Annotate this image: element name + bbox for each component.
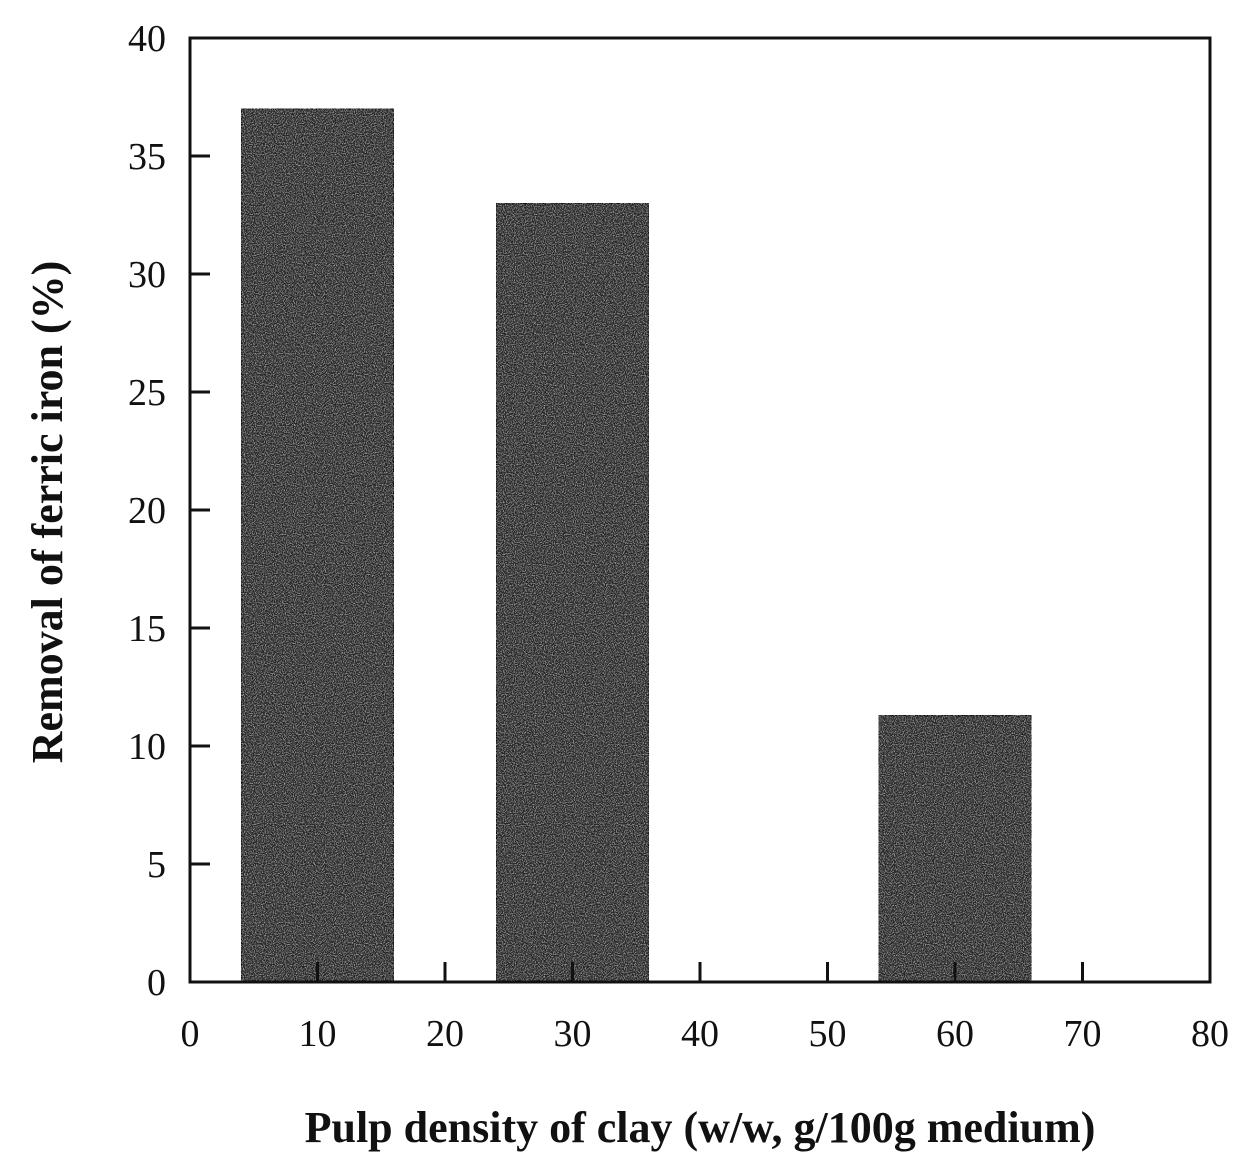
y-tick-label: 40: [128, 18, 166, 60]
y-tick-label: 10: [128, 726, 166, 768]
y-tick-label: 5: [147, 844, 166, 886]
bar-30: [495, 202, 650, 983]
x-tick-label: 30: [554, 1013, 592, 1055]
x-tick-label: 0: [181, 1013, 200, 1055]
y-tick-label: 25: [128, 372, 166, 414]
x-axis-title: Pulp density of clay (w/w, g/100g medium…: [305, 1103, 1096, 1152]
x-tick-label: 40: [681, 1013, 719, 1055]
x-tick-label: 70: [1064, 1013, 1102, 1055]
x-tick-label: 60: [936, 1013, 974, 1055]
y-tick-label: 15: [128, 608, 166, 650]
x-tick-label: 80: [1191, 1013, 1229, 1055]
y-tick-label: 20: [128, 490, 166, 532]
bar-60: [877, 714, 1033, 983]
y-axis: 0 5 10 15 20 25 30 35 40: [128, 18, 210, 1004]
bars-group: [240, 107, 1033, 984]
y-axis-title: Removal of ferric iron (%): [23, 261, 72, 764]
x-axis: 0 10 20 30 40 50 60 70 80: [181, 962, 1229, 1055]
bar-10: [240, 107, 395, 984]
x-tick-label: 50: [809, 1013, 847, 1055]
x-tick-label: 10: [299, 1013, 337, 1055]
y-tick-label: 0: [147, 962, 166, 1004]
x-tick-label: 20: [426, 1013, 464, 1055]
y-tick-label: 30: [128, 254, 166, 296]
y-tick-label: 35: [128, 136, 166, 178]
